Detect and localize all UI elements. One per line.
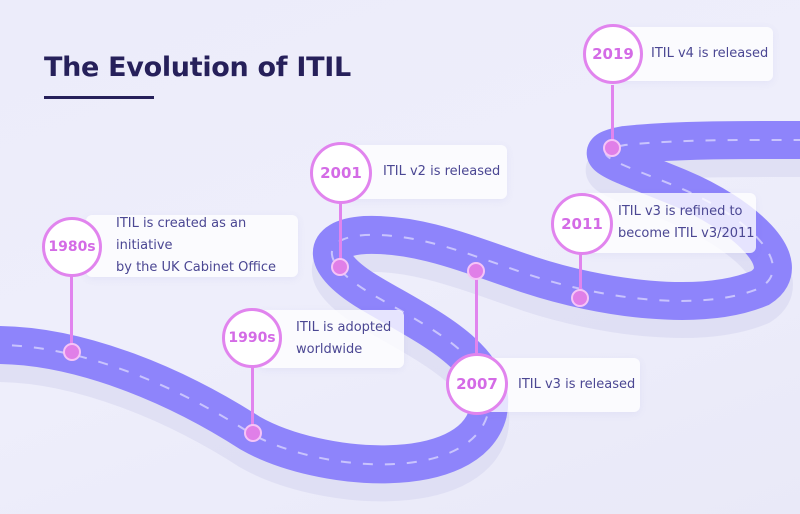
milestone-text-line1: ITIL is created as an initiative: [116, 216, 247, 253]
milestone-dot-2001: [331, 258, 349, 276]
page-title: The Evolution of ITIL: [44, 52, 351, 83]
milestone-text-line1: ITIL is adopted: [296, 320, 392, 335]
milestone-card-2001: ITIL v2 is released: [345, 145, 507, 199]
milestone-badge-1990s: 1990s: [222, 308, 282, 368]
milestone-badge-1980s: 1980s: [42, 217, 102, 277]
milestone-dot-2011: [571, 289, 589, 307]
milestone-stem-2001: [339, 200, 342, 262]
milestone-dot-2007: [467, 262, 485, 280]
milestone-text-line1: ITIL v2 is released: [383, 164, 501, 179]
milestone-stem-2019: [611, 85, 614, 140]
milestone-stem-1980s: [70, 270, 73, 345]
milestone-dot-1990s: [244, 424, 262, 442]
milestone-stem-2007: [475, 278, 478, 358]
milestone-badge-2007: 2007: [446, 353, 508, 415]
milestone-text-line2: by the UK Cabinet Office: [116, 260, 277, 275]
title-underline: [44, 96, 154, 99]
milestone-card-2011: ITIL v3 is refined to become ITIL v3/201…: [582, 193, 756, 253]
milestone-text-line2: worldwide: [296, 342, 363, 357]
milestone-badge-2011: 2011: [551, 193, 613, 255]
milestone-stem-1990s: [251, 365, 254, 427]
milestone-card-1980s: ITIL is created as an initiative by the …: [86, 215, 298, 277]
milestone-text-line1: ITIL v3 is released: [518, 377, 636, 392]
milestone-dot-2019: [603, 139, 621, 157]
milestone-dot-1980s: [63, 343, 81, 361]
milestone-text-line2: become ITIL v3/2011: [618, 226, 755, 241]
milestone-badge-2019: 2019: [583, 24, 643, 84]
milestone-card-1990s: ITIL is adopted worldwide: [258, 310, 404, 368]
milestone-text-line1: ITIL v4 is released: [651, 46, 769, 61]
milestone-text-line1: ITIL v3 is refined to: [618, 204, 743, 219]
milestone-badge-2001: 2001: [310, 142, 372, 204]
milestone-stem-2011: [579, 252, 582, 292]
